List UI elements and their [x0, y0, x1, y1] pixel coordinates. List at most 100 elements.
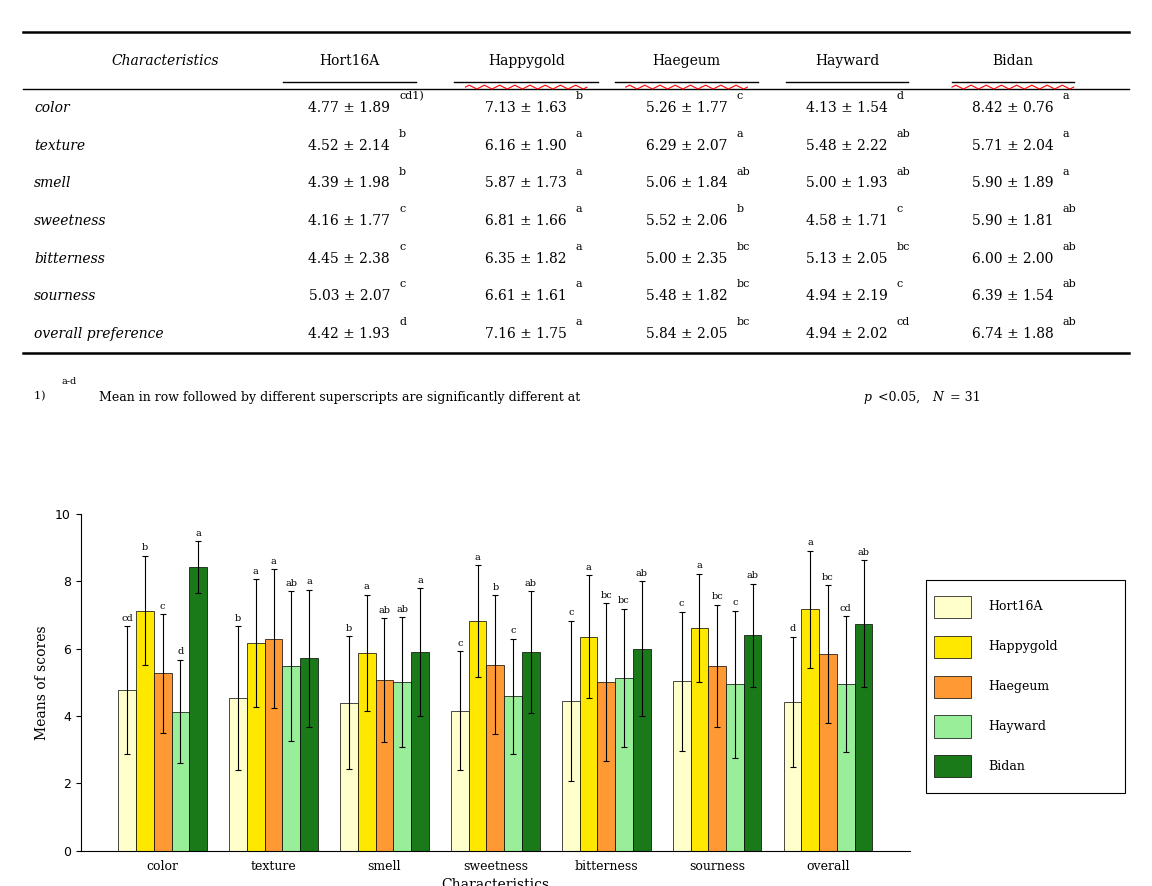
- Bar: [632, 649, 651, 851]
- Text: ab: ab: [896, 167, 910, 176]
- Text: a: a: [271, 556, 276, 566]
- Text: bc: bc: [736, 279, 750, 290]
- Text: c: c: [399, 242, 406, 252]
- Text: cd: cd: [840, 604, 851, 613]
- Y-axis label: Means of scores: Means of scores: [36, 625, 50, 740]
- Text: bc: bc: [711, 593, 723, 602]
- Bar: [802, 610, 819, 851]
- Text: ab: ab: [525, 579, 537, 587]
- Text: ab: ab: [636, 569, 647, 578]
- Bar: [690, 628, 708, 851]
- Text: 5.00 ± 1.93: 5.00 ± 1.93: [806, 176, 888, 190]
- Text: Happygold: Happygold: [487, 54, 564, 68]
- Bar: [358, 653, 376, 851]
- Text: a: a: [253, 567, 259, 576]
- Text: 4.94 ± 2.02: 4.94 ± 2.02: [806, 327, 888, 341]
- Bar: [411, 652, 429, 851]
- Text: c: c: [679, 599, 684, 608]
- Text: d: d: [789, 625, 796, 633]
- Text: 4.45 ± 2.38: 4.45 ± 2.38: [309, 252, 391, 266]
- Text: Hort16A: Hort16A: [988, 601, 1043, 613]
- Text: c: c: [399, 279, 406, 290]
- Text: Hayward: Hayward: [814, 54, 879, 68]
- FancyBboxPatch shape: [934, 676, 971, 698]
- Text: cd: cd: [121, 614, 134, 623]
- FancyBboxPatch shape: [934, 755, 971, 778]
- Text: 4.16 ± 1.77: 4.16 ± 1.77: [309, 214, 391, 228]
- Text: c: c: [399, 204, 406, 214]
- Text: 6.61 ± 1.61: 6.61 ± 1.61: [485, 289, 567, 303]
- Text: d: d: [177, 648, 183, 657]
- Text: Mean in row followed by different superscripts are significantly different at: Mean in row followed by different supers…: [94, 391, 584, 404]
- Text: <0.05,: <0.05,: [878, 391, 924, 404]
- Text: cd1): cd1): [399, 91, 424, 102]
- Text: color: color: [35, 101, 70, 115]
- Text: ab: ab: [1062, 242, 1076, 252]
- Text: ab: ab: [1062, 204, 1076, 214]
- FancyBboxPatch shape: [926, 580, 1124, 793]
- Text: 5.00 ± 2.35: 5.00 ± 2.35: [646, 252, 727, 266]
- Text: sweetness: sweetness: [35, 214, 107, 228]
- Bar: [615, 678, 632, 851]
- Text: b: b: [736, 204, 743, 214]
- Text: bitterness: bitterness: [35, 252, 105, 266]
- Text: 5.71 ± 2.04: 5.71 ± 2.04: [972, 139, 1054, 153]
- Text: 5.03 ± 2.07: 5.03 ± 2.07: [309, 289, 391, 303]
- Bar: [154, 673, 172, 851]
- Bar: [229, 698, 247, 851]
- Text: 4.52 ± 2.14: 4.52 ± 2.14: [309, 139, 391, 153]
- Bar: [505, 696, 522, 851]
- Text: 4.13 ± 1.54: 4.13 ± 1.54: [806, 101, 888, 115]
- Text: b: b: [142, 543, 149, 552]
- Text: 5.90 ± 1.89: 5.90 ± 1.89: [972, 176, 1054, 190]
- Text: 5.48 ± 1.82: 5.48 ± 1.82: [646, 289, 727, 303]
- Bar: [579, 637, 598, 851]
- Text: a: a: [736, 128, 743, 139]
- Text: Bidan: Bidan: [992, 54, 1033, 68]
- Bar: [376, 680, 393, 851]
- Text: 6.39 ± 1.54: 6.39 ± 1.54: [972, 289, 1054, 303]
- Text: a: a: [475, 553, 480, 562]
- Text: 6.00 ± 2.00: 6.00 ± 2.00: [972, 252, 1054, 266]
- Text: 5.13 ± 2.05: 5.13 ± 2.05: [806, 252, 888, 266]
- FancyBboxPatch shape: [934, 636, 971, 658]
- Text: ab: ab: [736, 167, 750, 176]
- Text: 5.90 ± 1.81: 5.90 ± 1.81: [972, 214, 1054, 228]
- Text: 5.48 ± 2.22: 5.48 ± 2.22: [806, 139, 888, 153]
- Text: a: a: [364, 582, 370, 591]
- Text: c: c: [896, 279, 903, 290]
- Text: smell: smell: [35, 176, 71, 190]
- Text: 4.58 ± 1.71: 4.58 ± 1.71: [806, 214, 888, 228]
- Bar: [726, 684, 744, 851]
- Text: 8.42 ± 0.76: 8.42 ± 0.76: [972, 101, 1054, 115]
- Bar: [450, 711, 469, 851]
- Bar: [265, 639, 282, 851]
- Text: 4.42 ± 1.93: 4.42 ± 1.93: [309, 327, 391, 341]
- Text: ab: ab: [286, 579, 297, 588]
- Text: Haegeum: Haegeum: [988, 680, 1049, 693]
- Bar: [708, 666, 726, 851]
- Text: a: a: [576, 242, 583, 252]
- Text: bc: bc: [896, 242, 910, 252]
- Text: a: a: [697, 562, 703, 571]
- Text: Characteristics: Characteristics: [112, 54, 219, 68]
- Bar: [522, 652, 540, 851]
- Bar: [855, 624, 872, 851]
- Text: c: c: [457, 639, 463, 648]
- Bar: [598, 682, 615, 851]
- Text: b: b: [576, 91, 583, 101]
- Text: = 31: = 31: [947, 391, 982, 404]
- Text: a: a: [417, 576, 423, 585]
- Text: ab: ab: [746, 571, 759, 580]
- Text: d: d: [896, 91, 903, 101]
- Text: b: b: [492, 583, 499, 592]
- Text: 5.84 ± 2.05: 5.84 ± 2.05: [646, 327, 727, 341]
- Text: 6.35 ± 1.82: 6.35 ± 1.82: [485, 252, 567, 266]
- Bar: [301, 658, 318, 851]
- Text: ab: ab: [396, 605, 408, 614]
- Text: c: c: [896, 204, 903, 214]
- Text: a: a: [576, 279, 583, 290]
- Text: ab: ab: [857, 548, 870, 557]
- Text: 7.13 ± 1.63: 7.13 ± 1.63: [485, 101, 567, 115]
- Text: texture: texture: [35, 139, 85, 153]
